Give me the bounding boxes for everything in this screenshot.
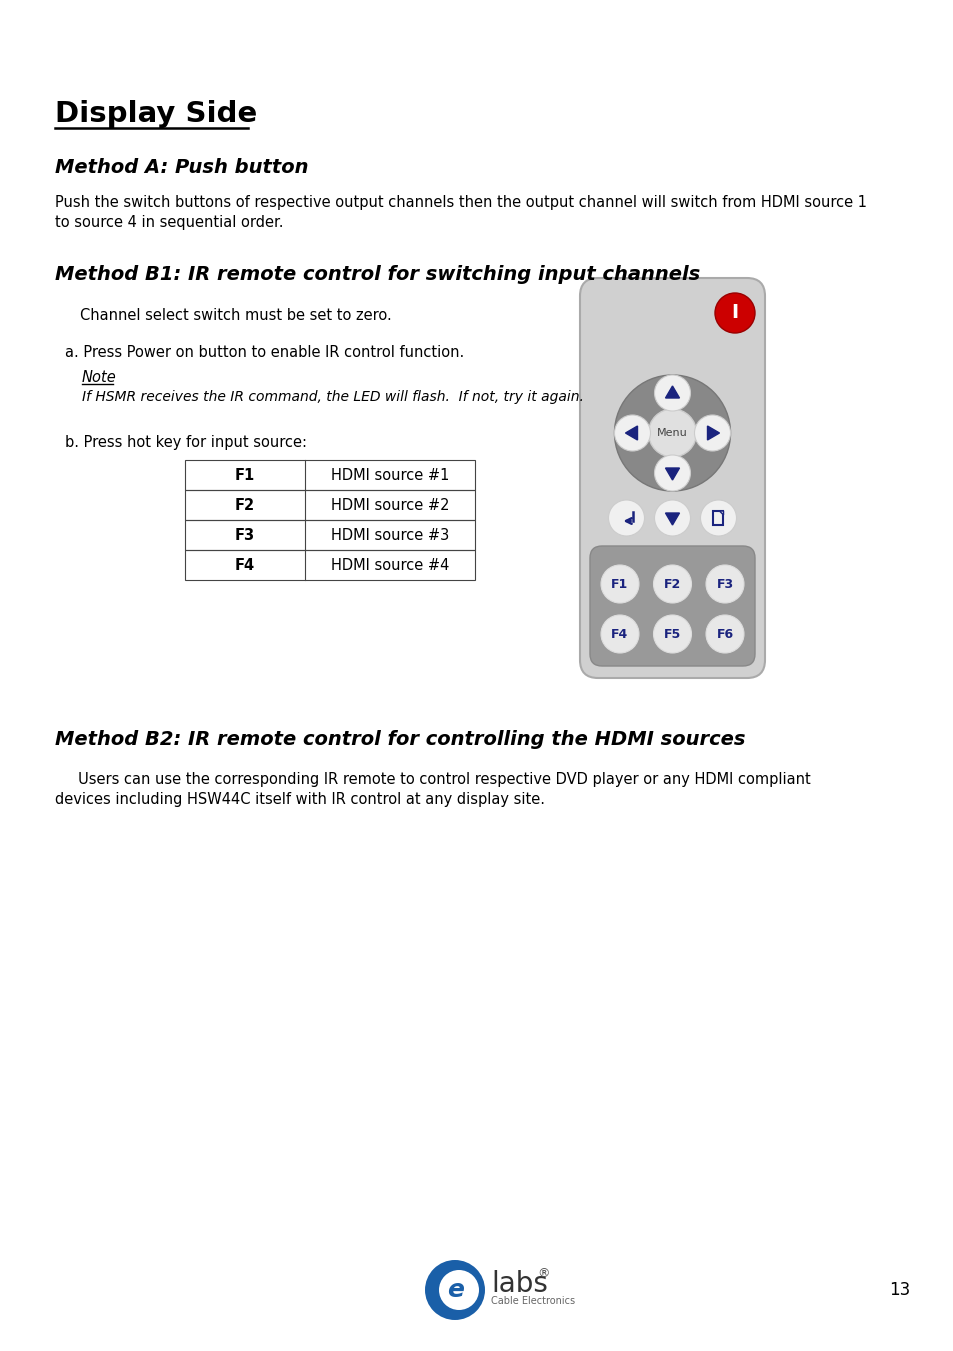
Text: 13: 13	[888, 1281, 910, 1300]
Circle shape	[654, 500, 690, 536]
Text: Menu: Menu	[657, 428, 687, 438]
Polygon shape	[707, 426, 719, 440]
Text: to source 4 in sequential order.: to source 4 in sequential order.	[55, 215, 283, 230]
Bar	[185, 459, 475, 490]
Text: a. Press Power on button to enable IR control function.: a. Press Power on button to enable IR co…	[65, 345, 464, 359]
Circle shape	[654, 455, 690, 490]
Text: devices including HSW44C itself with IR control at any display site.: devices including HSW44C itself with IR …	[55, 792, 544, 807]
Text: F3: F3	[716, 577, 733, 590]
Circle shape	[714, 293, 754, 332]
Text: Channel select switch must be set to zero.: Channel select switch must be set to zer…	[80, 308, 392, 323]
Circle shape	[653, 615, 691, 653]
Bar	[185, 490, 475, 520]
Circle shape	[653, 565, 691, 603]
Text: ®: ®	[537, 1267, 549, 1281]
Circle shape	[424, 1260, 484, 1320]
Polygon shape	[665, 467, 679, 480]
Polygon shape	[665, 386, 679, 399]
Bar	[185, 550, 475, 580]
Text: Method B2: IR remote control for controlling the HDMI sources: Method B2: IR remote control for control…	[55, 730, 744, 748]
Circle shape	[705, 615, 743, 653]
Text: F1: F1	[611, 577, 628, 590]
Text: F3: F3	[234, 527, 254, 543]
Text: HDMI source #3: HDMI source #3	[331, 527, 449, 543]
Circle shape	[608, 500, 644, 536]
FancyBboxPatch shape	[589, 546, 754, 666]
Text: F4: F4	[611, 627, 628, 640]
Polygon shape	[625, 426, 637, 440]
Circle shape	[694, 415, 730, 451]
Circle shape	[600, 615, 639, 653]
Text: HDMI source #2: HDMI source #2	[331, 497, 449, 512]
Circle shape	[648, 409, 696, 457]
Text: F2: F2	[234, 497, 254, 512]
Circle shape	[654, 376, 690, 411]
Text: I: I	[731, 304, 738, 323]
Text: Display Side: Display Side	[55, 100, 257, 128]
Text: Cable Electronics: Cable Electronics	[491, 1296, 575, 1306]
Text: HDMI source #4: HDMI source #4	[331, 558, 449, 573]
Text: F6: F6	[716, 627, 733, 640]
Text: If HSMR receives the IR command, the LED will flash.  If not, try it again.: If HSMR receives the IR command, the LED…	[82, 390, 583, 404]
Text: Note: Note	[82, 370, 116, 385]
Text: F4: F4	[234, 558, 254, 573]
Text: Users can use the corresponding IR remote to control respective DVD player or an: Users can use the corresponding IR remot…	[55, 771, 810, 788]
Bar	[185, 520, 475, 550]
Circle shape	[614, 415, 650, 451]
Text: b. Press hot key for input source:: b. Press hot key for input source:	[65, 435, 307, 450]
Circle shape	[700, 500, 736, 536]
Circle shape	[600, 565, 639, 603]
Circle shape	[438, 1270, 478, 1310]
Polygon shape	[719, 511, 722, 515]
Text: labs: labs	[491, 1270, 547, 1298]
Polygon shape	[665, 513, 679, 526]
Circle shape	[614, 376, 730, 490]
Text: HDMI source #1: HDMI source #1	[331, 467, 449, 482]
FancyBboxPatch shape	[579, 278, 764, 678]
Circle shape	[705, 565, 743, 603]
Text: Method A: Push button: Method A: Push button	[55, 158, 308, 177]
Bar	[713, 511, 722, 526]
Text: F2: F2	[663, 577, 680, 590]
Text: Push the switch buttons of respective output channels then the output channel wi: Push the switch buttons of respective ou…	[55, 195, 866, 209]
Text: F1: F1	[234, 467, 254, 482]
Text: F5: F5	[663, 627, 680, 640]
Text: e: e	[447, 1278, 464, 1302]
Text: Method B1: IR remote control for switching input channels: Method B1: IR remote control for switchi…	[55, 265, 700, 284]
